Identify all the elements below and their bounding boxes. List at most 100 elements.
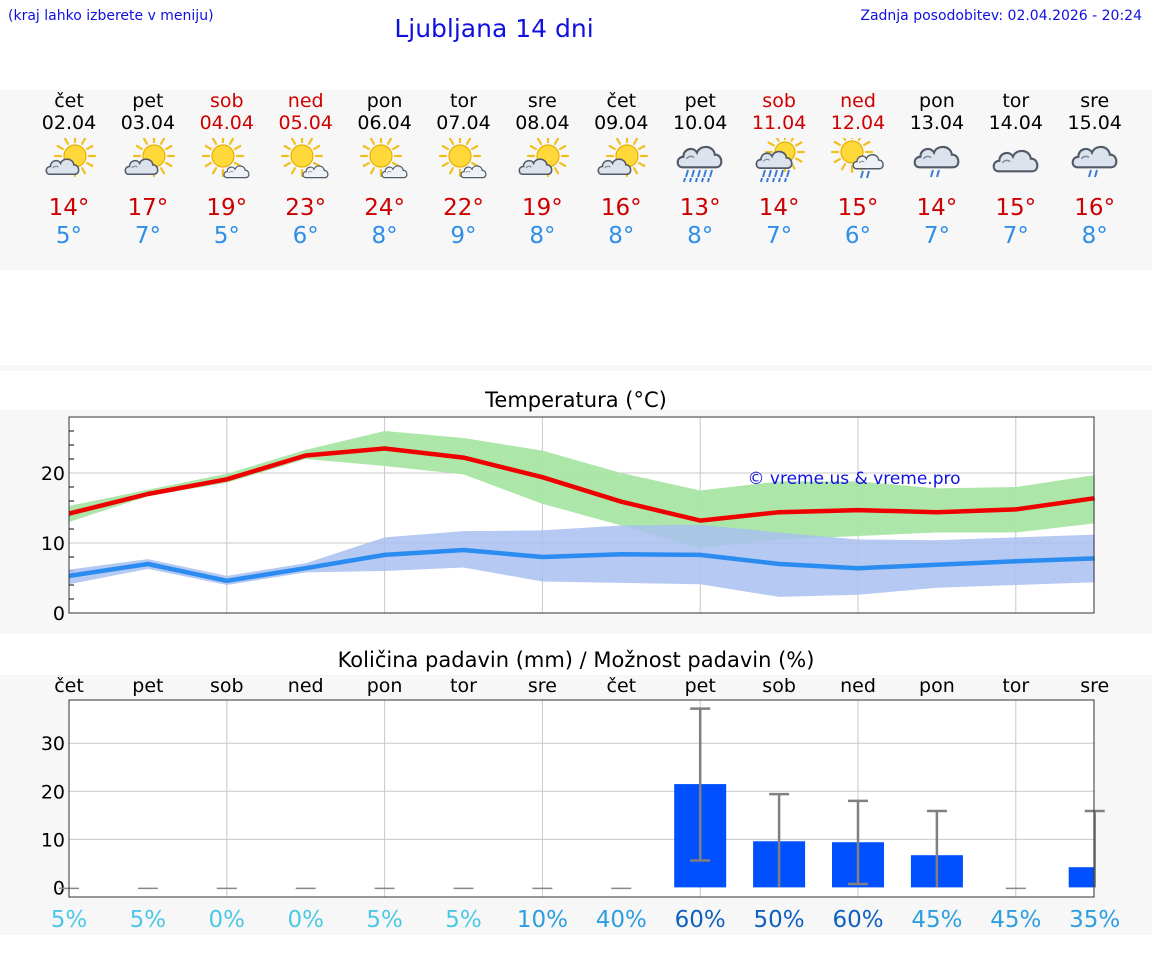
day-date: 03.04 xyxy=(120,112,176,134)
weather-icon xyxy=(124,138,175,178)
day-name: pon xyxy=(366,90,403,112)
day-column: sre 15.04 16° 8° xyxy=(1055,90,1135,250)
plot-frame xyxy=(68,699,1095,898)
precip-probability: 5% xyxy=(366,907,403,933)
y-tick-label: 0 xyxy=(53,603,65,625)
cloud-icon xyxy=(302,165,329,179)
max-temperature: 17° xyxy=(127,195,169,221)
y-tick-label: 10 xyxy=(41,533,65,555)
precip-probability: 5% xyxy=(130,907,167,933)
day-date: 10.04 xyxy=(672,112,728,134)
day-tick-label: tor xyxy=(1002,675,1029,697)
max-temperature: 24° xyxy=(364,195,405,221)
day-column: pet 10.04 13° 8° xyxy=(660,90,740,250)
day-name: sob xyxy=(762,90,796,112)
day-column: pon 13.04 14° 7° xyxy=(897,90,977,250)
day-tick-label: ned xyxy=(288,675,324,697)
day-tick-label: sre xyxy=(1080,675,1109,697)
cloud-icon xyxy=(380,165,408,179)
min-temperature: 8° xyxy=(1081,223,1108,249)
day-date: 08.04 xyxy=(515,112,570,134)
min-temperature: 5° xyxy=(55,223,83,249)
last-update: Zadnja posodobitev: 02.04.2026 - 20:24 xyxy=(860,8,1142,24)
day-name: čet xyxy=(54,90,84,112)
day-tick-label: sre xyxy=(528,675,557,697)
precip-probability: 5% xyxy=(445,907,482,933)
cloud-icon xyxy=(676,145,723,169)
page-title: Ljubljana 14 dni xyxy=(394,14,594,43)
min-temperature: 7° xyxy=(766,223,793,249)
precip-probability: 35% xyxy=(1069,907,1120,933)
error-bar xyxy=(848,799,868,886)
weather-icon xyxy=(45,138,97,178)
weather-icon xyxy=(201,138,250,179)
day-name: tor xyxy=(1002,90,1030,112)
sun-icon xyxy=(280,138,323,178)
max-temperature: 14° xyxy=(758,195,800,221)
day-date: 14.04 xyxy=(988,112,1043,134)
max-temperature: 16° xyxy=(1074,195,1116,221)
location-hint: (kraj lahko izberete v meniju) xyxy=(8,8,214,24)
day-date: 04.04 xyxy=(199,112,254,134)
day-tick-label: pet xyxy=(685,675,716,697)
day-name: pet xyxy=(684,90,716,112)
weather-icon xyxy=(438,138,486,179)
max-temperature: 22° xyxy=(443,195,484,221)
day-column: tor 14.04 15° 7° xyxy=(976,90,1056,250)
day-tick-label: pon xyxy=(367,675,403,697)
error-bar xyxy=(926,809,947,888)
cloud-icon xyxy=(223,165,250,179)
day-date: 09.04 xyxy=(594,112,649,134)
min-temperature: 6° xyxy=(844,223,872,249)
day-date: 05.04 xyxy=(278,112,333,134)
precip-bar xyxy=(1068,867,1094,888)
precip-probability: 40% xyxy=(596,907,647,933)
min-temperature: 6° xyxy=(292,223,319,249)
weather-icon xyxy=(1071,145,1118,178)
cloud-icon xyxy=(992,149,1039,173)
max-temperature: 19° xyxy=(206,195,248,221)
precipitation-chart: čet pet sob ned pon tor sre čet pet sob ned pon tor s… xyxy=(41,675,1120,933)
day-date: 15.04 xyxy=(1067,112,1122,134)
max-temperature: 23° xyxy=(285,195,327,221)
day-column: tor 07.04 22° 9° xyxy=(424,90,504,250)
day-name: tor xyxy=(450,90,477,112)
min-temperature: 7° xyxy=(134,223,161,249)
daily-forecast-strip: čet 02.04 14° 5° pet 03.04 17° 7° sob 04.04 19° 5° n… xyxy=(0,90,1152,270)
min-temperature: 7° xyxy=(923,223,950,249)
min-temperature: 7° xyxy=(1002,223,1029,249)
weather-icon xyxy=(830,138,884,179)
y-tick-label: 20 xyxy=(41,463,65,485)
max-temperature: 14° xyxy=(48,195,90,221)
day-date: 12.04 xyxy=(830,112,886,134)
day-tick-label: ned xyxy=(840,675,876,697)
min-temperature: 5° xyxy=(213,223,240,249)
weather-icon xyxy=(913,145,960,178)
y-tick-label: 0 xyxy=(53,877,65,899)
y-tick-label: 10 xyxy=(41,829,65,851)
precip-probability: 60% xyxy=(832,907,883,933)
day-tick-label: pet xyxy=(132,675,163,697)
day-tick-label: pon xyxy=(919,675,955,697)
y-tick-label: 30 xyxy=(41,733,65,755)
weather-icon xyxy=(280,138,329,179)
max-temperature-line xyxy=(68,446,1096,523)
day-date: 07.04 xyxy=(436,112,491,134)
weather-icon xyxy=(597,138,649,178)
weather-icon xyxy=(992,149,1039,173)
precip-probability: 0% xyxy=(209,907,246,933)
error-bar xyxy=(1084,809,1105,888)
rain-icon xyxy=(929,169,940,178)
precip-probability: 45% xyxy=(911,907,962,933)
day-tick-label: sob xyxy=(210,675,244,697)
weather-icon xyxy=(359,138,408,179)
max-temperature: 15° xyxy=(837,195,879,221)
day-column: sob 04.04 19° 5° xyxy=(187,90,267,250)
day-name: ned xyxy=(287,90,324,112)
min-temperature: 8° xyxy=(608,223,635,249)
cloud-icon xyxy=(124,158,159,176)
day-column: ned 12.04 15° 6° xyxy=(818,90,898,250)
error-bar xyxy=(690,707,711,862)
day-tick-label: čet xyxy=(607,675,637,697)
max-temperature: 13° xyxy=(679,195,721,221)
